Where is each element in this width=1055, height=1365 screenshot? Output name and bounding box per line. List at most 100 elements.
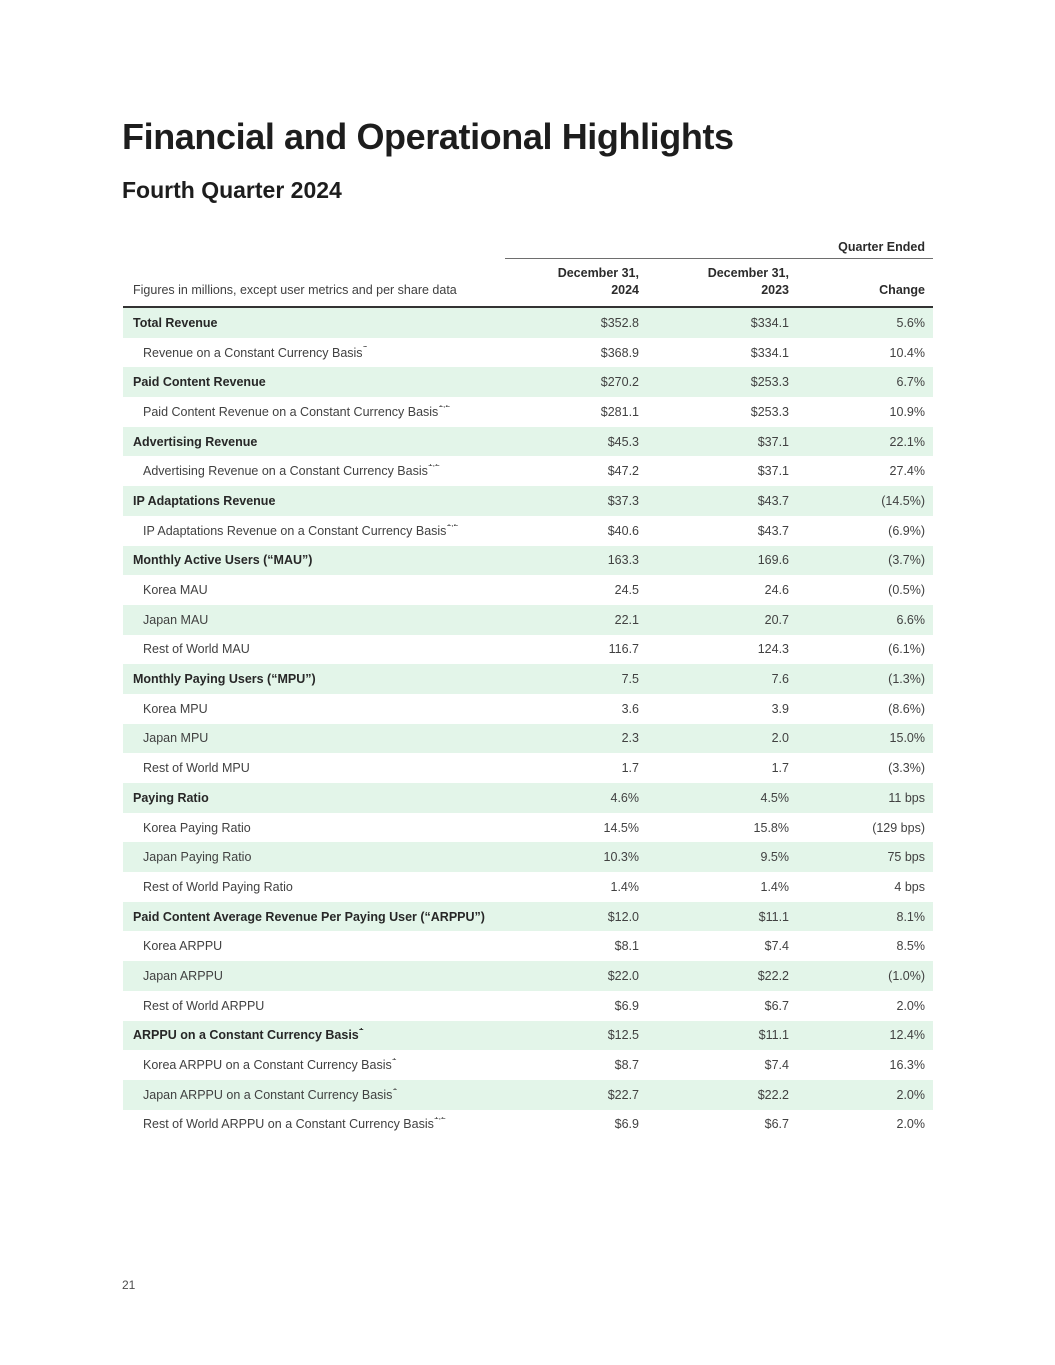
value-2024: $22.7 [607,1087,639,1102]
value-2023: 9.5% [760,850,790,865]
value-change: (0.5%) [888,583,925,598]
table-row: Revenue on a Constant Currency Basis1 $36… [123,338,933,368]
value-2024: $8.7 [614,1058,639,1073]
value-2024: 3.6 [621,701,639,716]
row-label: Advertising Revenue on a Constant Curren… [123,464,489,478]
value-change: (3.7%) [888,553,925,568]
value-2023: $6.7 [764,1117,789,1132]
value-change: (3.3%) [888,761,925,776]
row-label: Monthly Paying Users (“MPU”) [133,672,316,687]
row-label: IP Adaptations Revenue [133,493,276,508]
row-label: Korea Paying Ratio [143,820,251,835]
footnote-marker: 1,2 [434,1117,446,1121]
value-2023: $43.7 [757,493,789,508]
table-row: Rest of World MPU 1.7 1.7 (3.3%) [123,753,933,783]
value-2023: $22.2 [757,968,789,983]
value-2024: $45.3 [607,434,639,449]
quarter-ended-label: Quarter Ended [838,239,925,254]
value-2023: $7.4 [764,1058,789,1073]
row-label: Rest of World ARPPU [143,998,265,1013]
value-2023: $11.1 [758,909,789,924]
footnote-marker: 1,2 [438,405,450,409]
page-title: Financial and Operational Highlights [122,116,734,157]
value-2024: $47.2 [607,464,639,479]
value-change: 8.5% [896,939,926,954]
table-row: Korea Paying Ratio 14.5% 15.8% (129 bps) [123,813,933,843]
table-row: Paid Content Revenue $270.2 $253.3 6.7% [123,367,933,398]
value-change: 8.1% [896,909,926,924]
footnote-marker: 1 [363,346,368,350]
row-label: Rest of World Paying Ratio [143,879,293,894]
value-2024: $6.9 [614,1117,639,1132]
value-change: 75 bps [887,850,925,865]
value-change: 22.1% [889,434,925,449]
value-2024: $22.0 [607,968,639,983]
value-2023: $37.1 [757,464,789,479]
value-2023: 1.7 [771,761,789,776]
value-change: 4 bps [894,879,925,894]
table-row: Japan Paying Ratio 10.3% 9.5% 75 bps [123,842,933,873]
value-2024: 24.5 [614,583,639,598]
row-label: Paid Content Revenue [133,375,266,390]
value-2023: 3.9 [771,701,789,716]
value-change: 15.0% [889,731,925,746]
row-label: IP Adaptations Revenue on a Constant Cur… [123,524,489,538]
value-2024: $37.3 [607,493,639,508]
value-2024: 22.1 [614,612,639,627]
value-2024: $270.2 [600,375,639,390]
value-2024: 14.5% [603,820,639,835]
column-header-2024: December 31, 2024 [489,265,639,299]
value-change: 10.9% [889,404,925,419]
table-row: IP Adaptations Revenue $37.3 $43.7 (14.5%) [123,486,933,516]
value-2023: $37.1 [757,434,789,449]
row-label: Paid Content Revenue on a Constant Curre… [123,405,489,419]
table-row: Paid Content Average Revenue Per Paying … [123,901,933,932]
column-header-2023-line2: 2023 [761,283,789,297]
table-column-headers: Figures in millions, except user metrics… [123,259,933,306]
table-row: ARPPU on a Constant Currency Basis1 $12.5… [123,1020,933,1051]
value-change: 16.3% [889,1058,925,1073]
value-2023: $253.3 [750,375,789,390]
row-label: Japan MAU [143,612,209,627]
row-label: Japan MPU [143,731,209,746]
value-2023: $43.7 [757,523,789,538]
table-row: Monthly Paying Users (“MPU”) 7.5 7.6 (1.3%) [123,664,933,694]
value-2024: $12.0 [607,909,639,924]
value-2024: 2.3 [621,731,639,746]
table-header-rule [123,306,933,308]
value-2023: $22.2 [757,1087,789,1102]
row-label: Japan ARPPU [143,968,223,983]
column-header-2023-line1: December 31, [707,266,789,280]
value-2023: 2.0 [771,731,789,746]
value-2024: $12.5 [607,1028,639,1043]
row-label: Monthly Active Users (“MAU”) [133,553,313,568]
value-2024: $352.8 [600,315,639,330]
row-label: Advertising Revenue [133,434,258,449]
value-2023: $11.1 [758,1028,789,1043]
footnote-marker: 1 [392,1088,397,1092]
value-change: 12.4% [889,1028,925,1043]
column-header-2024-line2: 2024 [611,283,639,297]
page-number: 21 [122,1278,136,1292]
table-row: Rest of World Paying Ratio 1.4% 1.4% 4 bps [123,872,933,902]
table-row: Paying Ratio 4.6% 4.5% 11 bps [123,783,933,813]
value-change: 11 bps [888,790,925,805]
value-2024: 7.5 [621,672,639,687]
value-2023: $6.7 [764,998,789,1013]
value-2024: $368.9 [600,345,639,360]
table-row: IP Adaptations Revenue on a Constant Cur… [123,516,933,546]
value-2023: 169.6 [757,553,789,568]
value-2024: $281.1 [600,404,639,419]
row-label: Paying Ratio [133,790,209,805]
table-row: Paid Content Revenue on a Constant Curre… [123,397,933,427]
column-header-2024-line1: December 31, [557,266,639,280]
row-label: Korea ARPPU [143,939,223,954]
value-2024: 4.6% [610,790,640,805]
value-2024: 10.3% [603,850,639,865]
value-2023: 20.7 [764,612,789,627]
quarter-ended-rule [505,258,933,259]
highlights-table: Quarter Ended Figures in millions, excep… [123,235,933,1139]
table-row: Korea ARPPU $8.1 $7.4 8.5% [123,931,933,961]
table-row: Rest of World ARPPU $6.9 $6.7 2.0% [123,991,933,1021]
